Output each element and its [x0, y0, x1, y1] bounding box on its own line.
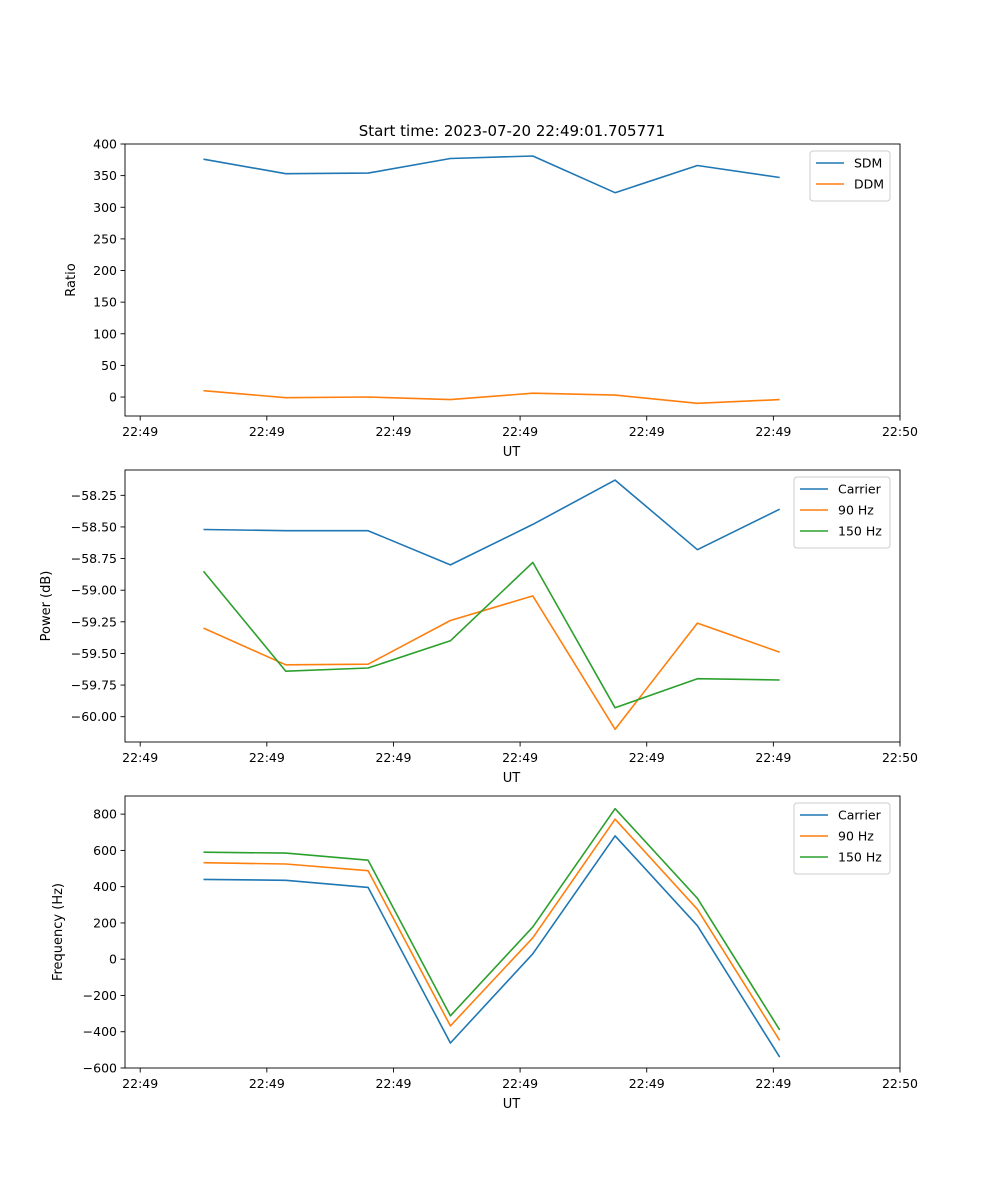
axes-frame [124, 469, 901, 743]
x-tick-label: 22:49 [122, 750, 158, 765]
y-tick-label: 300 [93, 200, 117, 215]
y-tick-label: 50 [101, 358, 117, 373]
y-tick-label: 250 [93, 231, 117, 246]
y-tick-label: −59.25 [71, 614, 117, 629]
legend-label: DDM [854, 177, 884, 192]
y-tick-label: 200 [93, 915, 117, 930]
x-tick-label: 22:49 [629, 424, 665, 439]
axes-frame [124, 143, 901, 417]
y-tick-label: 0 [109, 952, 117, 967]
y-axis-label: Frequency (Hz) [51, 883, 66, 981]
legend-label: 150 Hz [838, 850, 882, 865]
x-tick-label: 22:49 [502, 424, 538, 439]
x-tick-label: 22:49 [375, 424, 411, 439]
x-tick-label: 22:49 [629, 1076, 665, 1091]
x-tick-label: 22:49 [122, 1076, 158, 1091]
x-tick-label: 22:50 [882, 1076, 918, 1091]
y-tick-label: −59.75 [71, 678, 117, 693]
x-tick-label: 22:49 [629, 750, 665, 765]
y-tick-label: 150 [93, 295, 117, 310]
x-tick-label: 22:49 [375, 750, 411, 765]
panel-2: 22:49 22:49 22:49 22:49 22:49 22:49 22:50 −60.0… [39, 469, 918, 786]
y-axis-label: Power (dB) [39, 571, 54, 642]
x-tick-label: 22:49 [249, 750, 285, 765]
legend: Carrier 90 Hz 150 Hz [793, 476, 891, 549]
y-tick-label: −200 [83, 988, 117, 1003]
series-line-90-hz [203, 818, 781, 1041]
y-tick-label: 0 [109, 390, 117, 405]
panel-3: 22:49 22:49 22:49 22:49 22:49 22:49 22:50 −600 −… [51, 795, 918, 1112]
axes-frame [124, 795, 901, 1069]
series-line-sdm [203, 155, 780, 194]
legend-label: 90 Hz [838, 829, 874, 844]
y-tick-label: 400 [93, 137, 117, 152]
series-line-150-hz [203, 807, 781, 1031]
series-line-90-hz [203, 595, 780, 731]
y-tick-label: −600 [83, 1061, 117, 1076]
y-tick-label: −60.00 [71, 709, 117, 724]
legend-label: Carrier [838, 482, 882, 497]
x-tick-label: 22:49 [755, 1076, 791, 1091]
x-tick-label: 22:49 [249, 424, 285, 439]
y-axis-label: Ratio [64, 263, 79, 296]
x-axis-label: UT [503, 771, 521, 786]
y-tick-label: −58.25 [71, 488, 117, 503]
x-tick-label: 22:50 [882, 750, 918, 765]
x-axis-label: UT [503, 445, 521, 460]
panel-1: 22:49 22:49 22:49 22:49 22:49 22:49 22:50 0 50 10… [64, 137, 918, 461]
series-line-ddm [203, 389, 780, 405]
x-tick-label: 22:49 [375, 1076, 411, 1091]
legend-label: 90 Hz [838, 503, 874, 518]
x-tick-label: 22:49 [122, 424, 158, 439]
y-tick-label: −58.75 [71, 551, 117, 566]
chart-title: Start time: 2023-07-20 22:49:01.705771 [359, 122, 665, 140]
legend-label: Carrier [838, 808, 882, 823]
legend: Carrier 90 Hz 150 Hz [793, 802, 891, 875]
y-tick-label: 350 [93, 168, 117, 183]
series-line-carrier [203, 479, 781, 566]
x-tick-label: 22:49 [502, 750, 538, 765]
x-tick-label: 22:49 [249, 1076, 285, 1091]
series-line-150-hz [202, 561, 780, 709]
y-tick-label: −400 [83, 1024, 117, 1039]
y-tick-label: 200 [93, 263, 117, 278]
legend: SDM DDM [809, 150, 891, 202]
y-tick-label: 100 [93, 326, 117, 341]
x-axis-label: UT [503, 1097, 521, 1112]
x-tick-label: 22:49 [755, 424, 791, 439]
y-tick-label: −59.00 [71, 583, 117, 598]
legend-label: 150 Hz [838, 524, 882, 539]
series-line-carrier [203, 835, 781, 1058]
y-tick-label: 400 [93, 879, 117, 894]
x-tick-label: 22:49 [755, 750, 791, 765]
x-tick-label: 22:50 [882, 424, 918, 439]
legend-label: SDM [854, 156, 882, 171]
y-tick-label: −58.50 [71, 519, 117, 534]
y-tick-label: 600 [93, 843, 117, 858]
y-tick-label: 800 [93, 807, 117, 822]
y-tick-label: −59.50 [71, 646, 117, 661]
x-tick-label: 22:49 [502, 1076, 538, 1091]
